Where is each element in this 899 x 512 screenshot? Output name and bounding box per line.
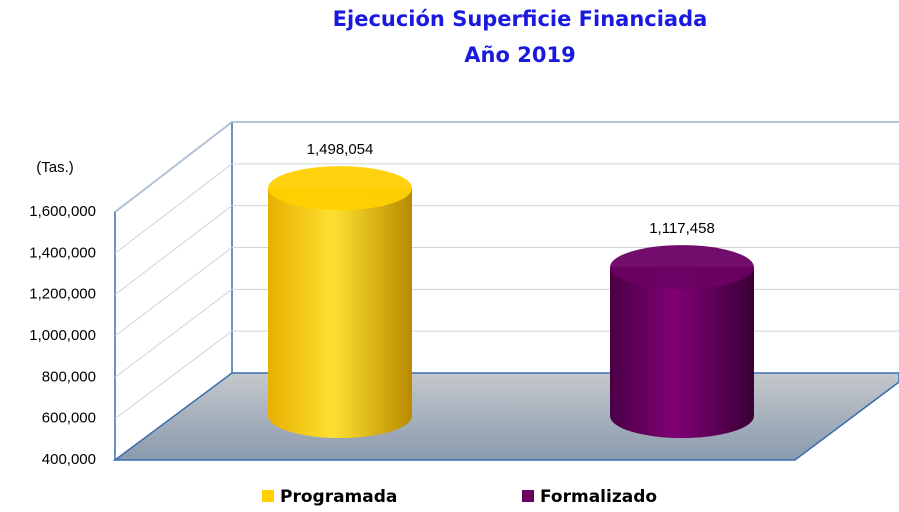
grid-line <box>114 163 233 254</box>
chart-subtitle: Año 2019 <box>464 43 575 67</box>
cylinder-top <box>610 245 754 290</box>
chart-title: Ejecución Superficie Financiada <box>333 7 708 31</box>
legend-label: Programada <box>280 487 397 507</box>
legend-label: Formalizado <box>540 487 657 507</box>
bar <box>610 267 754 416</box>
y-tick-label: 1,400,000 <box>29 244 96 261</box>
grid-line <box>114 247 233 337</box>
cylinder-top <box>268 166 412 211</box>
data-label: 1,498,054 <box>307 141 374 158</box>
grid-line <box>114 121 233 213</box>
grid-line <box>114 330 233 420</box>
legend-swatch <box>262 490 274 502</box>
legend-swatch <box>522 490 534 502</box>
floor <box>112 372 899 461</box>
y-tick-label: 600,000 <box>42 410 96 427</box>
y-tick-label: 1,200,000 <box>29 286 96 303</box>
y-tick-label: 800,000 <box>42 368 96 385</box>
y-tick-label: 1,600,000 <box>29 203 96 220</box>
y-axis-label: (Tas.) <box>36 159 74 176</box>
data-label: 1,117,458 <box>649 220 715 237</box>
bar <box>268 188 412 416</box>
y-tick-label: 400,000 <box>42 451 96 468</box>
y-tick-label: 1,000,000 <box>29 327 96 344</box>
grid-line <box>114 205 233 296</box>
grid-line <box>114 288 233 378</box>
